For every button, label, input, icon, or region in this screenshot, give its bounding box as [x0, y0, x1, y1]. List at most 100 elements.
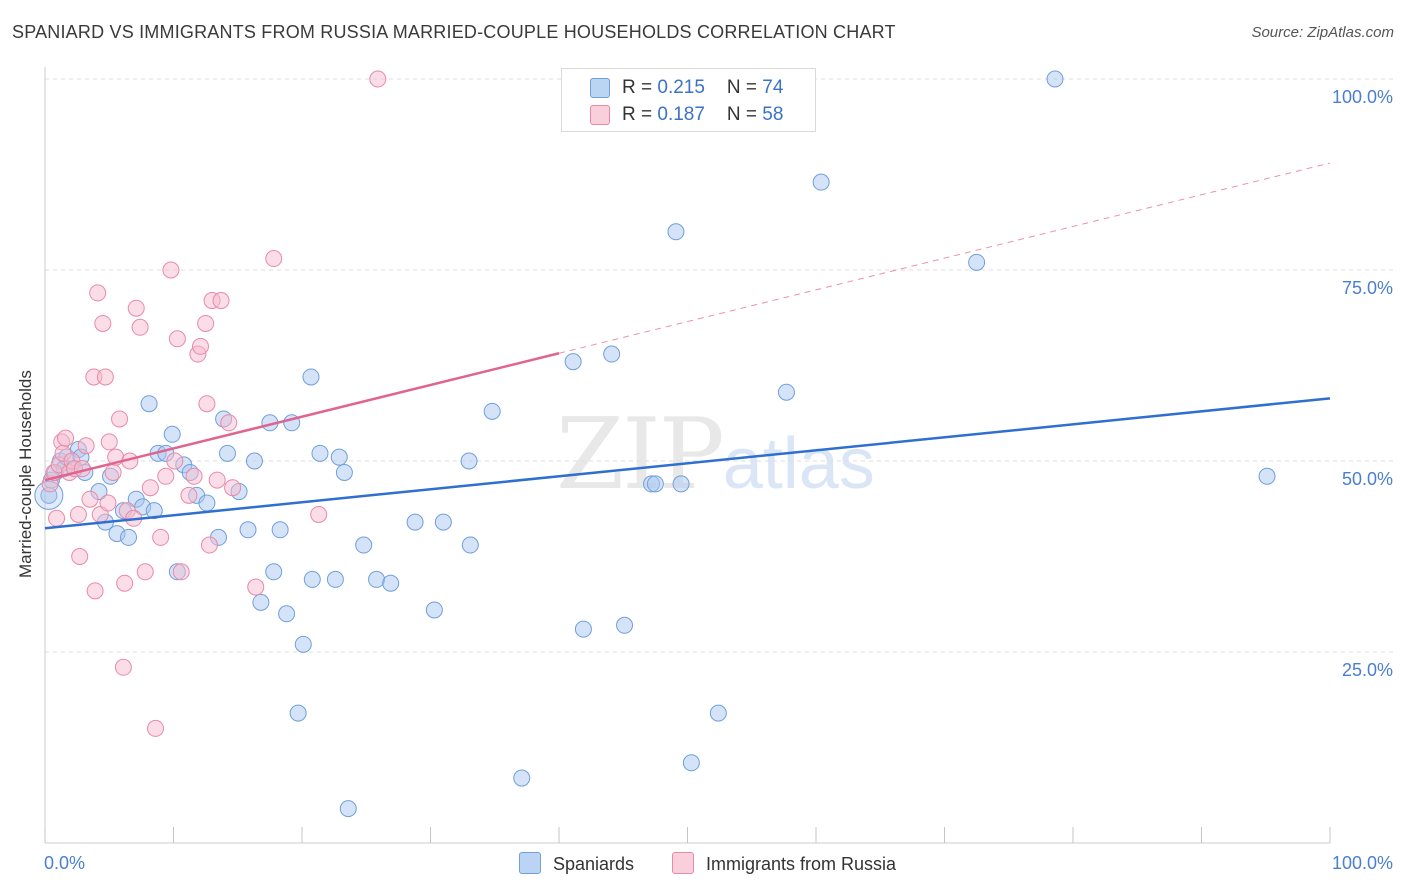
point-russia [172, 563, 190, 581]
point-russia [212, 292, 230, 310]
point-spaniards [812, 173, 830, 191]
point-russia [208, 471, 226, 489]
n-label: N = [726, 104, 763, 125]
point-spaniards [667, 223, 685, 241]
r-label: R = [622, 77, 658, 98]
point-russia [198, 395, 216, 413]
legend-swatch-pink [672, 852, 694, 874]
point-russia [96, 368, 114, 386]
point-spaniards [245, 452, 263, 470]
point-russia [265, 250, 283, 268]
point-spaniards [145, 502, 163, 520]
point-russia [116, 574, 134, 592]
legend-swatch-pink [590, 105, 610, 125]
point-russia [147, 719, 165, 737]
x-tick-label-max: 100.0% [1332, 853, 1393, 873]
point-spaniards [564, 353, 582, 371]
point-russia [220, 414, 238, 432]
point-spaniards [330, 448, 348, 466]
tick-labels: 25.0% 50.0% 75.0% 100.0% 0.0% 100.0% [44, 87, 1393, 873]
point-russia [200, 536, 218, 554]
point-spaniards [140, 395, 158, 413]
point-spaniards [120, 528, 138, 546]
r-value: 0.187 [657, 104, 705, 125]
point-spaniards [461, 536, 479, 554]
n-value: 58 [762, 104, 784, 125]
point-russia [69, 505, 87, 523]
point-russia [152, 528, 170, 546]
point-spaniards [289, 704, 307, 722]
point-spaniards [460, 452, 478, 470]
y-tick-label: 75.0% [1342, 278, 1393, 298]
point-russia [100, 433, 118, 451]
point-russia [57, 429, 75, 447]
n-label: N = [726, 77, 763, 98]
point-russia [168, 330, 186, 348]
point-spaniards [198, 494, 216, 512]
point-russia [104, 463, 122, 481]
point-russia [369, 70, 387, 88]
y-tick-label: 25.0% [1342, 660, 1393, 680]
point-spaniards [368, 570, 386, 588]
axes [44, 67, 1331, 844]
point-russia [224, 479, 242, 497]
point-spaniards [603, 345, 621, 363]
y-axis-label: Married-couple Households [16, 370, 35, 578]
legend-stats-russia: R = 0.187 N = 58 [622, 104, 783, 126]
chart-title: SPANIARD VS IMMIGRANTS FROM RUSSIA MARRI… [12, 22, 896, 42]
point-russia [111, 410, 129, 428]
point-russia [77, 437, 95, 455]
watermark-atlas: atlas [722, 424, 875, 504]
point-russia [157, 467, 175, 485]
point-spaniards [513, 769, 531, 787]
point-russia [48, 509, 66, 527]
point-russia [197, 314, 215, 332]
point-spaniards [672, 475, 690, 493]
correlation-legend: R = 0.215 N = 74 R = 0.187 N = 58 [561, 68, 816, 132]
point-spaniards [968, 253, 986, 271]
point-spaniards [339, 800, 357, 818]
point-spaniards [303, 570, 321, 588]
point-spaniards [218, 444, 236, 462]
point-spaniards [271, 521, 289, 539]
y-tick-label: 50.0% [1342, 469, 1393, 489]
series-russia-points [41, 70, 387, 737]
point-russia [191, 337, 209, 355]
point-spaniards [574, 620, 592, 638]
point-spaniards [616, 616, 634, 634]
point-spaniards [709, 704, 727, 722]
legend-label-russia: Immigrants from Russia [706, 854, 897, 874]
point-spaniards [646, 475, 664, 493]
legend-item-russia: Immigrants from Russia [672, 852, 896, 875]
r-label: R = [622, 104, 658, 125]
point-russia [136, 563, 154, 581]
legend-swatch-blue [519, 852, 541, 874]
watermark: ZIPatlas [556, 398, 875, 512]
legend-label-spaniards: Spaniards [553, 854, 635, 874]
point-russia [247, 578, 265, 596]
legend-stats-spaniards: R = 0.215 N = 74 [622, 77, 783, 99]
point-spaniards [483, 402, 501, 420]
trend-line-spaniards [44, 397, 1331, 530]
point-russia [180, 486, 198, 504]
point-spaniards [434, 513, 452, 531]
point-spaniards [425, 601, 443, 619]
point-russia [81, 490, 99, 508]
point-russia [71, 548, 89, 565]
point-russia [127, 299, 145, 317]
point-spaniards [406, 513, 424, 531]
watermark-zip: ZIP [556, 398, 725, 512]
point-spaniards [326, 570, 344, 588]
point-spaniards [382, 574, 400, 592]
y-tick-label: 100.0% [1332, 87, 1393, 107]
series-spaniards-points [34, 70, 1276, 818]
legend-item-spaniards: Spaniards [519, 852, 634, 875]
point-spaniards [252, 593, 270, 611]
point-russia [141, 479, 159, 497]
point-russia [185, 467, 203, 485]
point-russia [86, 582, 104, 600]
trend-lines [44, 162, 1331, 530]
point-spaniards [777, 383, 795, 401]
point-spaniards [302, 368, 320, 386]
